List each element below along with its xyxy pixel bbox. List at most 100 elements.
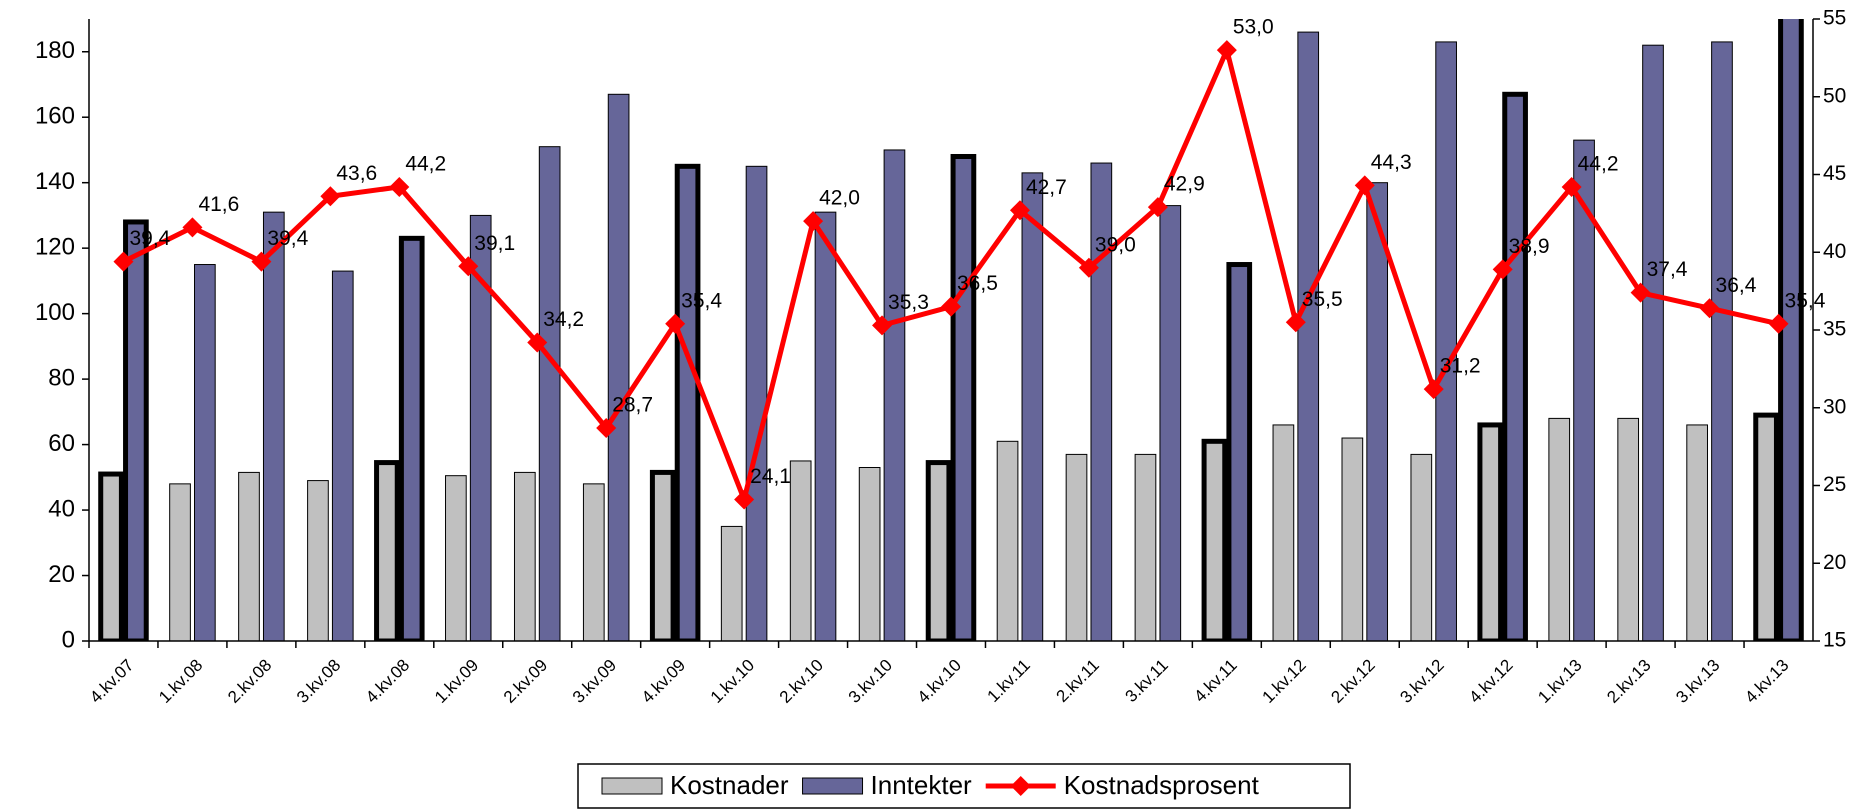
bar xyxy=(1477,422,1504,641)
data-label: 37,4 xyxy=(1647,258,1688,281)
data-label: 35,4 xyxy=(681,289,722,312)
bar xyxy=(720,525,743,641)
bar xyxy=(950,153,977,641)
data-label: 35,5 xyxy=(1302,288,1343,311)
y-tick-label: 160 xyxy=(35,103,75,130)
y-tick-label: 20 xyxy=(48,561,75,588)
data-label: 36,5 xyxy=(957,272,998,295)
bar xyxy=(883,149,906,641)
data-label: 35,4 xyxy=(1785,289,1826,312)
legend-swatch xyxy=(601,777,663,795)
legend-marker xyxy=(1010,776,1031,796)
marker xyxy=(1216,40,1237,61)
y2-tick-label: 20 xyxy=(1823,551,1846,574)
x-tick-label: 1.kv.11 xyxy=(984,656,1034,706)
bar xyxy=(745,165,768,641)
bar xyxy=(674,163,701,641)
marker xyxy=(320,186,341,207)
y2-tick-label: 15 xyxy=(1823,629,1846,652)
data-label: 34,2 xyxy=(543,308,584,331)
x-tick-label: 4.kv.11 xyxy=(1190,656,1240,706)
bar xyxy=(469,214,492,641)
x-tick-label: 3.kv.12 xyxy=(1396,656,1447,707)
data-label: 41,6 xyxy=(198,193,239,216)
data-label: 31,2 xyxy=(1440,355,1481,378)
bar xyxy=(307,480,329,641)
data-label: 43,6 xyxy=(336,162,377,185)
bar xyxy=(1573,139,1595,641)
marker xyxy=(596,417,617,438)
bar xyxy=(996,440,1019,641)
legend-label: Kostnadsprosent xyxy=(1064,770,1260,800)
legend-swatch xyxy=(802,777,864,795)
x-tick-label: 3.kv.11 xyxy=(1121,656,1171,706)
bar xyxy=(262,211,285,641)
x-tick-label: 3.kv.13 xyxy=(1672,656,1723,707)
data-label: 42,9 xyxy=(1164,173,1205,196)
x-tick-label: 1.kv.10 xyxy=(707,656,758,707)
y2-tick-label: 55 xyxy=(1823,7,1846,30)
marker xyxy=(665,313,686,334)
x-tick-label: 4.kv.09 xyxy=(638,656,689,707)
bar xyxy=(1410,453,1433,641)
x-tick-label: 1.kv.08 xyxy=(155,656,206,707)
bar xyxy=(1297,31,1320,641)
data-label: 39,0 xyxy=(1095,233,1136,256)
bar xyxy=(858,466,881,641)
y-tick-label: 120 xyxy=(35,234,75,261)
bar xyxy=(1711,41,1733,641)
bar xyxy=(1065,453,1088,641)
bar xyxy=(538,146,561,641)
marker xyxy=(251,251,272,272)
data-label: 39,4 xyxy=(267,227,308,250)
y2-tick-label: 25 xyxy=(1823,473,1846,496)
marker xyxy=(1285,312,1306,333)
data-label: 39,4 xyxy=(129,227,170,250)
y-tick-label: 0 xyxy=(62,626,75,653)
data-label: 28,7 xyxy=(612,394,653,417)
y2-tick-label: 50 xyxy=(1823,84,1846,107)
bar xyxy=(1272,424,1295,641)
bar xyxy=(445,475,467,641)
data-label: 44,2 xyxy=(405,152,446,175)
bar xyxy=(238,471,260,641)
x-tick-label: 2.kv.08 xyxy=(224,656,275,707)
x-tick-label: 3.kv.09 xyxy=(569,656,620,707)
bar xyxy=(1159,205,1182,641)
marker xyxy=(803,211,824,232)
bar xyxy=(1502,91,1528,641)
y-tick-label: 40 xyxy=(48,495,75,522)
y-tick-label: 140 xyxy=(35,168,75,195)
marker xyxy=(734,489,755,510)
x-tick-label: 4.kv.10 xyxy=(914,656,965,707)
marker xyxy=(113,251,134,272)
x-tick-label: 2.kv.09 xyxy=(500,656,551,707)
data-label: 36,4 xyxy=(1716,274,1757,297)
bar xyxy=(1341,437,1364,641)
marker xyxy=(941,296,961,317)
x-tick-label: 2.kv.12 xyxy=(1327,656,1378,707)
legend-label: Kostnader xyxy=(670,770,789,800)
y2-tick-label: 45 xyxy=(1823,162,1846,185)
bar xyxy=(925,460,952,641)
bar xyxy=(649,469,676,641)
bar xyxy=(1548,417,1571,641)
marker xyxy=(527,332,548,353)
data-label: 35,3 xyxy=(888,291,929,314)
data-label: 44,2 xyxy=(1578,152,1619,175)
bar xyxy=(582,483,605,641)
x-tick-label: 3.kv.10 xyxy=(845,656,896,707)
x-tick-label: 1.kv.12 xyxy=(1258,656,1309,707)
marker xyxy=(1354,175,1375,196)
bar xyxy=(194,264,216,641)
data-label: 53,0 xyxy=(1233,16,1274,39)
marker xyxy=(872,315,893,336)
legend xyxy=(577,763,1351,809)
x-tick-label: 3.kv.08 xyxy=(293,656,344,707)
bar xyxy=(1686,424,1708,641)
x-tick-label: 4.kv.08 xyxy=(362,656,413,707)
bar xyxy=(1021,172,1044,641)
y-tick-label: 100 xyxy=(35,299,75,326)
bar xyxy=(1366,182,1389,641)
x-tick-label: 4.kv.07 xyxy=(86,656,137,707)
